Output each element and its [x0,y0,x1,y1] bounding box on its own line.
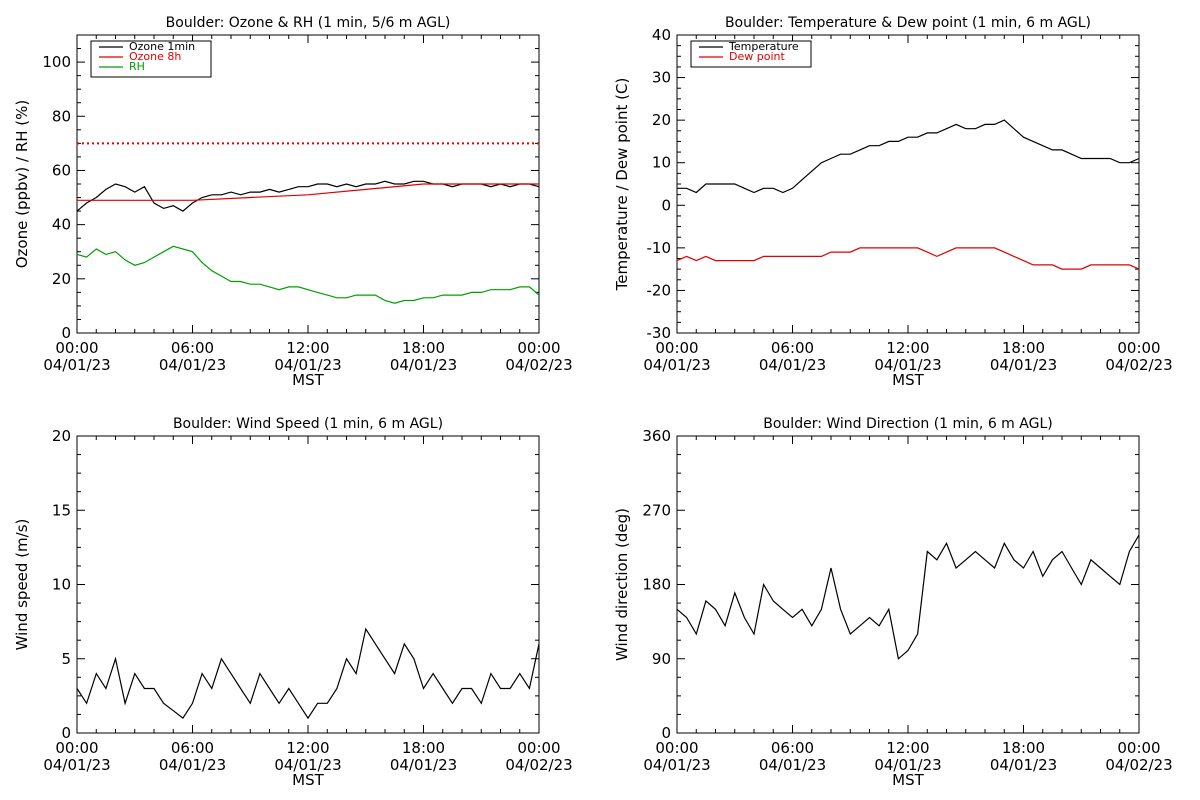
x-tick-time-label: 00:00 [517,339,560,357]
x-tick-date-label: 04/01/23 [759,756,826,774]
chart-panel-3: Boulder: Wind Speed (1 min, 6 m AGL) 0 5 10… [13,416,573,789]
x-tick-date-label: 04/02/23 [505,756,572,774]
y-tick-label: 20 [52,427,71,445]
x-tick-time-label: 06:00 [771,339,814,357]
x-tick-time-label: 00:00 [1117,739,1160,757]
x-tick-time-label: 00:00 [655,339,698,357]
chart-panel-1: Boulder: Ozone & RH (1 min, 5/6 m AGL) 0 2… [13,15,573,389]
x-tick-time-label: 06:00 [771,739,814,757]
x-axis-label: MST [292,771,324,789]
x-tick-date-label: 04/01/23 [390,756,457,774]
x-tick-time-label: 00:00 [655,739,698,757]
legend-label: RH [129,60,145,73]
x-tick-date-label: 04/01/23 [43,756,110,774]
x-tick-date-label: 04/01/23 [643,756,710,774]
x-tick-date-label: 04/01/23 [990,356,1057,374]
x-tick-date-label: 04/01/23 [274,356,341,374]
x-tick-date-label: 04/01/23 [874,356,941,374]
series-line-2 [676,247,1140,270]
y-tick-label: -20 [647,281,672,299]
x-tick-time-label: 00:00 [517,739,560,757]
y-tick-label: 270 [642,501,671,519]
x-tick-date-label: 04/01/23 [274,756,341,774]
legend-label: Temperature [728,40,799,53]
y-axis-label: Ozone (ppbv) / RH (%) [13,100,31,269]
y-tick-label: 40 [52,216,71,234]
y-axis-label: Temperature / Dew point (C) [613,78,631,292]
x-tick-time-label: 00:00 [55,739,98,757]
y-tick-label: 10 [652,154,671,172]
series-line-3 [76,245,540,304]
plot-frame [676,435,1140,734]
y-tick-label: 60 [52,161,71,179]
x-tick-time-label: 06:00 [171,339,214,357]
chart-title: Boulder: Wind Speed (1 min, 6 m AGL) [173,416,443,432]
x-tick-date-label: 04/02/23 [1105,756,1172,774]
y-tick-label: 360 [642,427,671,445]
y-tick-label: 0 [661,196,671,214]
x-tick-date-label: 04/01/23 [43,356,110,374]
y-tick-label: 20 [652,111,671,129]
legend-label: Ozone 1min [129,40,195,53]
y-tick-label: 5 [61,650,71,668]
x-axis-label: MST [892,771,924,789]
x-tick-time-label: 12:00 [286,339,329,357]
x-tick-date-label: 04/01/23 [759,356,826,374]
x-tick-date-label: 04/02/23 [505,356,572,374]
chart-title: Boulder: Ozone & RH (1 min, 5/6 m AGL) [166,15,451,31]
x-tick-date-label: 04/01/23 [990,756,1057,774]
y-tick-label: 40 [652,26,671,44]
chart-title: Boulder: Wind Direction (1 min, 6 m AGL) [763,416,1052,432]
chart-panel-4: Boulder: Wind Direction (1 min, 6 m AGL)… [613,416,1173,789]
x-tick-date-label: 04/01/23 [874,756,941,774]
x-tick-date-label: 04/01/23 [159,756,226,774]
x-tick-date-label: 04/01/23 [643,356,710,374]
series-line-1 [676,534,1140,660]
y-tick-label: 30 [652,69,671,87]
y-axis-label: Wind direction (deg) [613,508,631,661]
x-axis-label: MST [292,371,324,389]
y-tick-label: 100 [42,53,71,71]
y-tick-label: 180 [642,576,671,594]
x-tick-time-label: 00:00 [1117,339,1160,357]
series-line-2 [77,183,539,201]
x-tick-time-label: 00:00 [55,339,98,357]
x-tick-time-label: 06:00 [171,739,214,757]
x-tick-date-label: 04/01/23 [390,356,457,374]
plot-frame [676,34,1140,334]
legend-box [690,40,812,68]
y-tick-label: 0 [61,324,71,342]
x-tick-time-label: 18:00 [402,739,445,757]
y-tick-label: 80 [52,107,71,125]
y-tick-label: 20 [52,270,71,288]
y-axis-label: Wind speed (m/s) [13,519,31,651]
x-tick-time-label: 18:00 [402,339,445,357]
series-line-1 [76,180,540,212]
y-tick-label: -10 [647,239,672,257]
x-tick-time-label: 12:00 [286,739,329,757]
y-tick-label: 0 [61,724,71,742]
x-tick-date-label: 04/01/23 [159,356,226,374]
x-axis-label: MST [892,371,924,389]
chart-title: Boulder: Temperature & Dew point (1 min,… [725,15,1091,31]
series-line-1 [677,119,1140,194]
y-tick-label: 0 [661,724,671,742]
y-tick-label: 90 [652,650,671,668]
x-tick-time-label: 18:00 [1002,339,1045,357]
x-tick-time-label: 18:00 [1002,739,1045,757]
y-tick-label: 15 [52,501,71,519]
legend-label: Ozone 8h [129,50,181,63]
legend-label: Dew point [729,50,785,63]
y-tick-label: 10 [52,576,71,594]
x-tick-time-label: 12:00 [886,739,929,757]
series-line-1 [76,627,540,720]
x-tick-time-label: 12:00 [886,339,929,357]
x-tick-date-label: 04/02/23 [1105,356,1172,374]
chart-panel-2: Boulder: Temperature & Dew point (1 min,… [613,15,1173,389]
y-tick-label: -30 [647,324,672,342]
